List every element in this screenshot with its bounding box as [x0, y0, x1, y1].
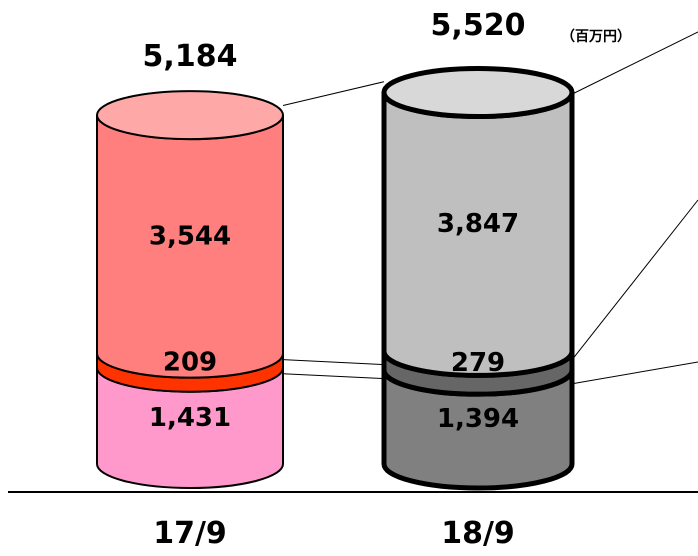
x-tick-label-17-9: 17/9	[153, 516, 227, 551]
x-tick-label-18-9: 18/9	[441, 516, 515, 551]
leader-line-0	[567, 361, 698, 386]
connector-line-2	[282, 81, 385, 107]
data-label-17-9-s1: 209	[163, 348, 217, 378]
unit-label: （百万円）	[561, 29, 631, 45]
total-label-17-9: 5,184	[143, 39, 238, 74]
leader-line-1	[566, 199, 698, 367]
data-label-17-9-s2: 3,544	[149, 221, 231, 251]
connector-line-1	[282, 359, 385, 366]
data-label-18-9-s1: 279	[451, 348, 505, 378]
data-label-18-9-s2: 3,847	[437, 209, 519, 239]
cylinder-top-18-9	[381, 66, 575, 120]
data-label-18-9-s0: 1,394	[437, 404, 519, 434]
connector-lines	[282, 31, 698, 386]
connector-line-0	[282, 373, 385, 380]
cylinders: 1,431 209 3,544 1,394 279 3,847	[96, 66, 575, 491]
data-label-17-9-s0: 1,431	[149, 403, 231, 433]
leader-line-2	[567, 31, 698, 97]
total-label-18-9: 5,520	[431, 8, 526, 43]
cylinder-top-17-9	[96, 90, 284, 141]
